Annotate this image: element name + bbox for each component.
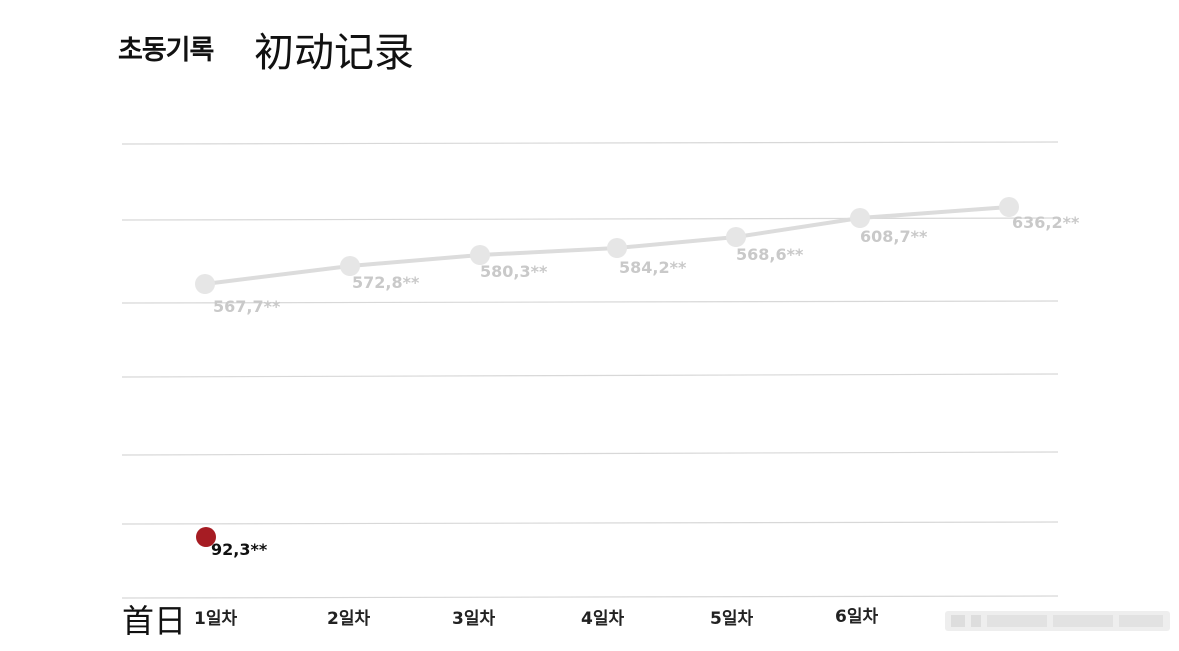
grid-line: [121, 595, 1059, 599]
data-label: 636,2**: [1012, 213, 1080, 232]
grid-line: [121, 451, 1059, 456]
data-point: [726, 227, 746, 247]
data-label: 568,6**: [736, 245, 804, 264]
data-point: [999, 197, 1019, 217]
data-point: [340, 256, 360, 276]
x-tick-label: 5일차: [710, 609, 753, 629]
data-label: 567,7**: [213, 297, 281, 316]
data-label: 572,8**: [352, 273, 420, 292]
data-point: [470, 245, 490, 265]
data-point: [607, 238, 627, 258]
grid-line: [121, 217, 1059, 221]
x-tick-label: 3일차: [452, 609, 495, 629]
grid-line: [121, 521, 1059, 525]
x-tick-label: 6일차: [835, 607, 878, 627]
x-tick-label: 2일차: [327, 609, 370, 629]
x-tick-label: 1일차: [194, 609, 237, 629]
watermark-logo: [945, 611, 1170, 631]
title-chinese: 初动记录: [254, 30, 414, 76]
highlight-label: 92,3**: [211, 540, 268, 559]
data-label: 580,3**: [480, 262, 548, 281]
data-label: 608,7**: [860, 227, 928, 246]
title-korean: 초동기록: [118, 35, 214, 66]
first-day-label: 首日: [122, 602, 187, 640]
grid-line: [121, 300, 1059, 304]
data-label: 584,2**: [619, 258, 687, 277]
data-point: [850, 208, 870, 228]
grid-line: [121, 141, 1059, 145]
grid-line: [121, 373, 1059, 378]
data-point: [195, 274, 215, 294]
highlight-point: [196, 527, 216, 547]
x-tick-label: 4일차: [581, 609, 624, 629]
